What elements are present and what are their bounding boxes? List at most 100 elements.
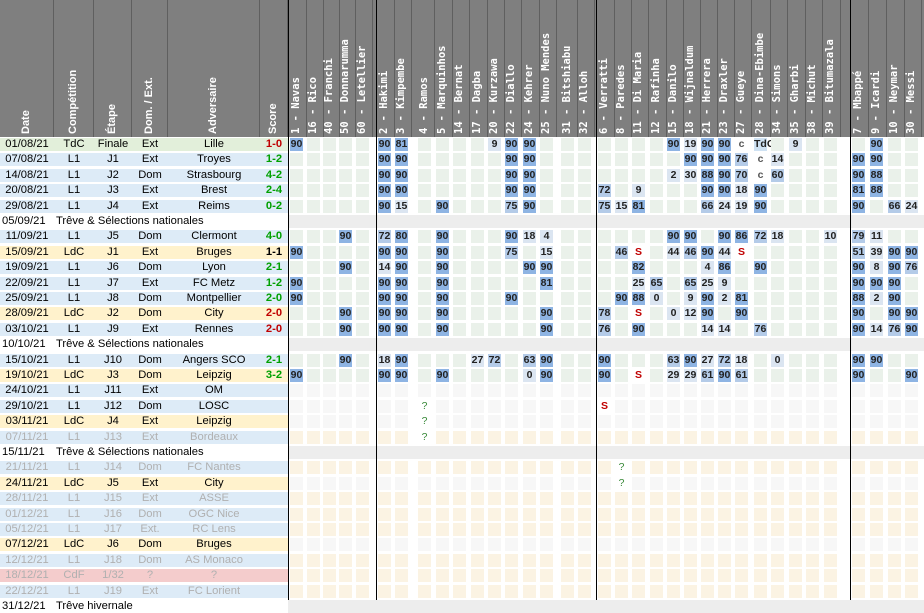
minutes-cell[interactable] (806, 353, 819, 367)
minutes-cell[interactable]: 75 (505, 245, 518, 259)
minutes-cell[interactable]: 81 (735, 292, 748, 305)
minutes-cell[interactable] (488, 322, 501, 336)
minutes-cell[interactable] (578, 492, 591, 506)
minutes-cell[interactable]: 90 (852, 353, 865, 367)
minutes-cell[interactable] (905, 292, 918, 305)
minutes-cell[interactable] (632, 538, 645, 552)
minutes-cell[interactable]: 90 (436, 245, 449, 259)
minutes-cell[interactable] (667, 415, 680, 429)
minutes-cell[interactable]: 90 (290, 276, 303, 290)
minutes-cell[interactable] (307, 492, 320, 506)
minutes-cell[interactable] (870, 369, 883, 382)
minutes-cell[interactable] (540, 168, 553, 182)
minutes-cell[interactable]: 51 (852, 245, 865, 259)
minutes-cell[interactable] (632, 168, 645, 182)
minutes-cell[interactable] (905, 276, 918, 290)
minutes-cell[interactable] (578, 184, 591, 198)
minutes-cell[interactable] (488, 230, 501, 244)
minutes-cell[interactable] (561, 168, 574, 182)
minutes-cell[interactable] (339, 138, 352, 151)
minutes-cell[interactable] (323, 538, 336, 552)
minutes-cell[interactable] (789, 523, 802, 536)
minutes-cell[interactable] (356, 230, 369, 244)
minutes-cell[interactable] (632, 153, 645, 167)
minutes-cell[interactable] (540, 199, 553, 213)
minutes-cell[interactable] (735, 261, 748, 275)
minutes-cell[interactable]: 90 (505, 153, 518, 167)
minutes-cell[interactable]: 90 (701, 184, 714, 198)
minutes-cell[interactable] (870, 492, 883, 506)
minutes-cell[interactable] (684, 199, 697, 213)
minutes-cell[interactable] (598, 584, 611, 598)
minutes-cell[interactable]: 25 (632, 276, 645, 290)
minutes-cell[interactable] (615, 569, 628, 583)
minutes-cell[interactable] (789, 369, 802, 382)
minutes-cell[interactable] (395, 415, 408, 429)
minutes-cell[interactable] (667, 523, 680, 536)
minutes-cell[interactable] (471, 292, 484, 305)
minutes-cell[interactable] (824, 384, 837, 398)
minutes-cell[interactable] (718, 569, 731, 583)
minutes-cell[interactable] (418, 199, 431, 213)
minutes-cell[interactable] (356, 569, 369, 583)
player-header[interactable]: 4 - Ramos (417, 0, 435, 137)
minutes-cell[interactable]: 90 (395, 292, 408, 305)
minutes-cell[interactable] (615, 430, 628, 444)
minutes-cell[interactable] (578, 415, 591, 429)
minutes-cell[interactable] (718, 553, 731, 567)
player-header[interactable]: 23 - Draxler (717, 0, 735, 137)
player-header[interactable]: 28 - Dina-Ebimbe (753, 0, 771, 137)
minutes-cell[interactable] (523, 523, 536, 536)
minutes-cell[interactable]: 90 (395, 369, 408, 382)
minutes-cell[interactable] (339, 415, 352, 429)
minutes-cell[interactable] (339, 461, 352, 475)
minutes-cell[interactable] (824, 492, 837, 506)
minutes-cell[interactable] (701, 415, 714, 429)
minutes-cell[interactable] (488, 276, 501, 290)
minutes-cell[interactable] (824, 584, 837, 598)
minutes-cell[interactable] (488, 584, 501, 598)
minutes-cell[interactable] (667, 569, 680, 583)
player-header[interactable]: 20 - Kurzawa (487, 0, 505, 137)
minutes-cell[interactable] (771, 553, 784, 567)
minutes-cell[interactable]: 90 (523, 138, 536, 151)
minutes-cell[interactable]: 76 (905, 261, 918, 275)
minutes-cell[interactable] (852, 430, 865, 444)
player-header[interactable]: 9 - Icardi (869, 0, 887, 137)
minutes-cell[interactable] (356, 538, 369, 552)
minutes-cell[interactable] (436, 384, 449, 398)
minutes-cell[interactable] (378, 430, 391, 444)
minutes-cell[interactable] (488, 399, 501, 413)
minutes-cell[interactable]: 90 (523, 199, 536, 213)
minutes-cell[interactable] (323, 369, 336, 382)
minutes-cell[interactable]: 90 (852, 153, 865, 167)
minutes-cell[interactable]: 14 (701, 322, 714, 336)
minutes-cell[interactable]: 90 (339, 261, 352, 275)
minutes-cell[interactable] (667, 153, 680, 167)
minutes-cell[interactable]: 72 (378, 230, 391, 244)
minutes-cell[interactable] (307, 276, 320, 290)
minutes-cell[interactable] (339, 476, 352, 490)
minutes-cell[interactable]: 15 (540, 245, 553, 259)
minutes-cell[interactable]: 78 (598, 307, 611, 321)
minutes-cell[interactable] (789, 276, 802, 290)
minutes-cell[interactable]: 88 (870, 168, 883, 182)
minutes-cell[interactable] (339, 292, 352, 305)
minutes-cell[interactable] (453, 138, 466, 151)
minutes-cell[interactable] (650, 584, 663, 598)
minutes-cell[interactable] (356, 168, 369, 182)
minutes-cell[interactable]: 90 (870, 153, 883, 167)
player-header[interactable]: 25 - Nuno Mendes (539, 0, 557, 137)
minutes-cell[interactable] (523, 384, 536, 398)
minutes-cell[interactable] (453, 168, 466, 182)
minutes-cell[interactable] (540, 584, 553, 598)
minutes-cell[interactable]: 46 (615, 245, 628, 259)
minutes-cell[interactable] (701, 523, 714, 536)
minutes-cell[interactable] (701, 399, 714, 413)
minutes-cell[interactable] (701, 553, 714, 567)
minutes-cell[interactable]: S (600, 399, 608, 412)
minutes-cell[interactable] (453, 230, 466, 244)
minutes-cell[interactable] (436, 584, 449, 598)
minutes-cell[interactable] (806, 476, 819, 490)
break-row[interactable]: 10/10/21 Trêve & Sélections nationales (0, 338, 924, 352)
